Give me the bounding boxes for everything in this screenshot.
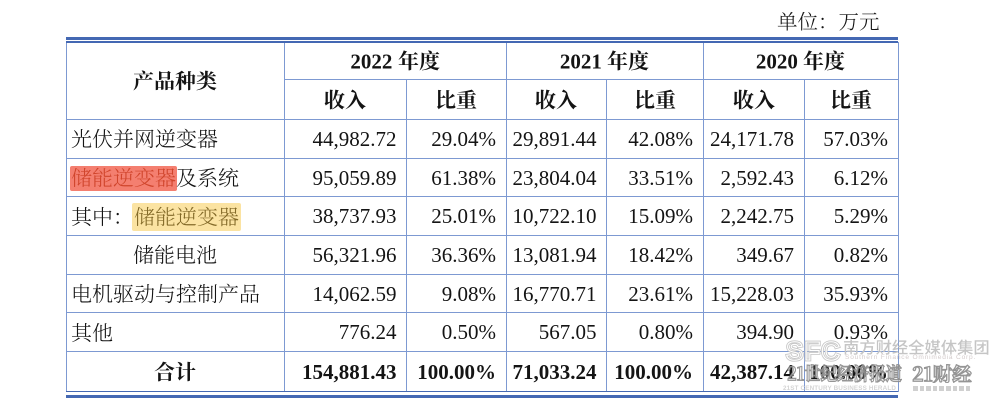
svg-text:SFC: SFC <box>786 339 840 365</box>
svg-text:SFC: SFC <box>786 339 840 365</box>
